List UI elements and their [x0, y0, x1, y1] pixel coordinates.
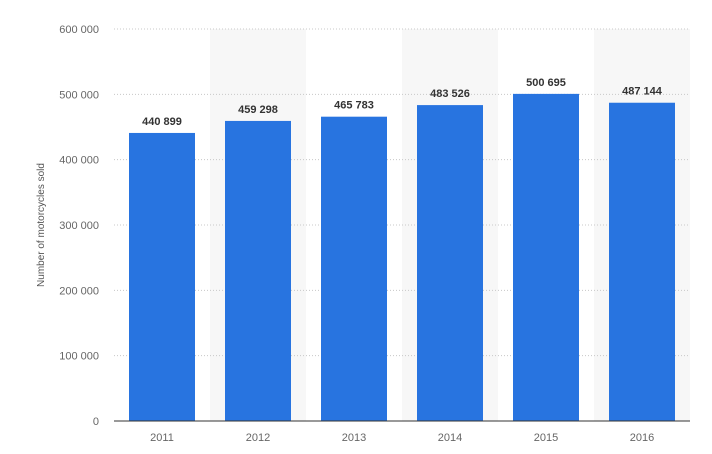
data-labels: 440 899 459 298 465 783 483 526 500 695 487 1…: [142, 77, 663, 128]
y-axis-label: Number of motorcycles sold: [36, 163, 47, 287]
y-tick-label: 0: [93, 416, 99, 428]
bar-series: [129, 93, 675, 422]
data-label: 483 526: [430, 88, 470, 100]
bar: [609, 102, 675, 421]
x-tick-label: 2012: [246, 432, 270, 444]
bar: [417, 105, 483, 421]
data-label: 440 899: [142, 116, 182, 128]
bar: [225, 120, 291, 422]
y-tick-labels: 0 100 000 200 000 300 000 400 000 500 000 600 …: [59, 24, 99, 428]
x-tick-label: 2016: [630, 432, 654, 444]
data-label: 487 144: [622, 86, 663, 98]
x-tick-label: 2011: [150, 432, 174, 444]
data-label: 465 783: [334, 100, 374, 112]
y-tick-label: 600 000: [59, 24, 99, 36]
x-tick-label: 2014: [438, 432, 462, 444]
data-label: 500 695: [526, 77, 566, 89]
y-tick-label: 500 000: [59, 89, 99, 101]
y-tick-label: 200 000: [59, 285, 99, 297]
x-tick-label: 2015: [534, 432, 558, 444]
x-tick-labels: 2011 2012 2013 2014 2015 2016: [150, 432, 654, 444]
bar: [513, 93, 579, 421]
y-tick-label: 400 000: [59, 155, 99, 167]
data-label: 459 298: [238, 104, 278, 116]
y-tick-label: 300 000: [59, 220, 99, 232]
y-tick-label: 100 000: [59, 351, 99, 363]
y-gridlines: [114, 28, 690, 357]
bar: [129, 132, 195, 421]
x-tick-label: 2013: [342, 432, 366, 444]
bar: [321, 116, 387, 421]
